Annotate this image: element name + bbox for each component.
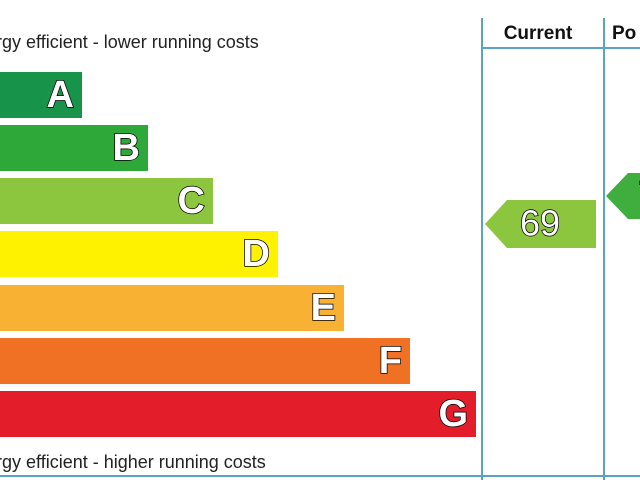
band-letter: E	[311, 287, 336, 329]
band-bar	[0, 178, 213, 224]
bottom-note: rgy efficient - higher running costs	[0, 452, 266, 472]
band-letter: G	[438, 393, 468, 435]
band-bar	[0, 125, 148, 171]
band-bar	[0, 231, 278, 277]
band-letter: C	[178, 180, 205, 222]
column-header: Current	[504, 23, 573, 44]
column-header: Po	[612, 23, 636, 44]
top-note: rgy efficient - lower running costs	[0, 32, 259, 52]
potential-arrow	[606, 173, 640, 219]
band-letter: D	[243, 233, 270, 275]
band-letter: A	[47, 74, 74, 116]
current-score: 69	[520, 203, 560, 244]
current-arrow	[485, 200, 596, 248]
band-bar	[0, 391, 476, 437]
band-bar	[0, 338, 410, 384]
band-letter: B	[113, 127, 140, 169]
potential-score: 7	[638, 174, 640, 215]
band-bar	[0, 72, 82, 118]
band-bar	[0, 285, 344, 331]
band-letter: F	[379, 340, 402, 382]
